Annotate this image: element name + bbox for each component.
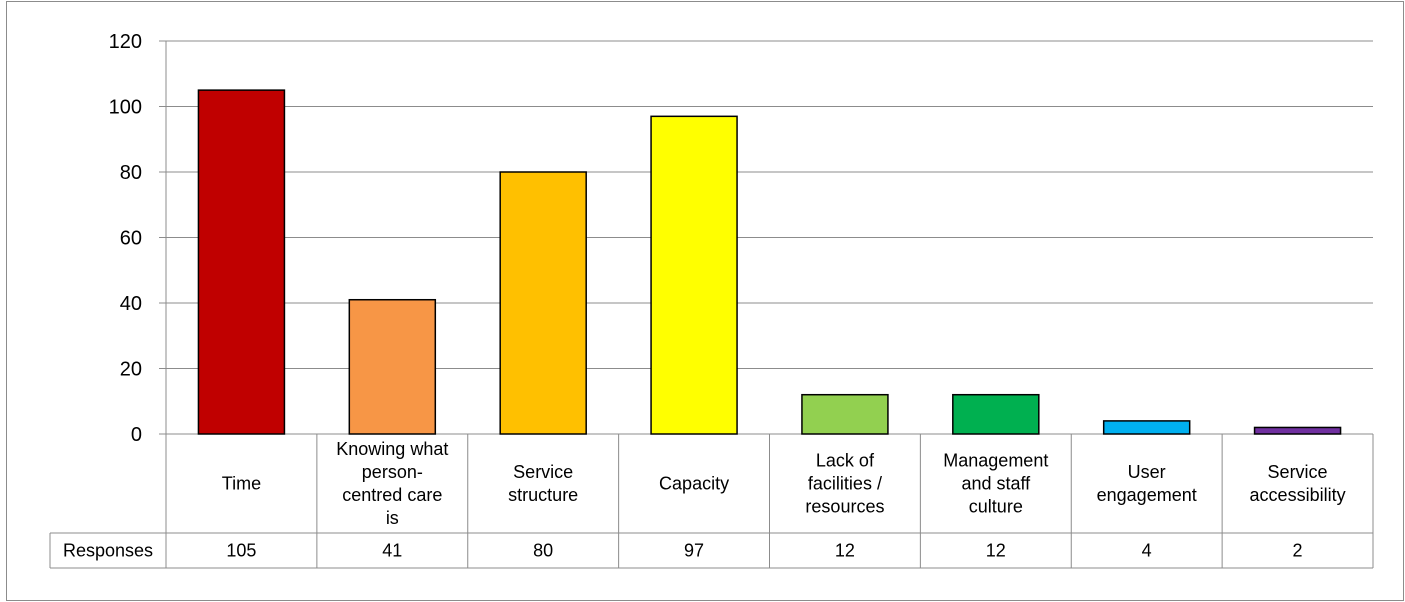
y-tick-label: 100: [109, 97, 142, 119]
x-tick-label: Management and staff culture: [943, 451, 1048, 517]
bar: [650, 115, 738, 435]
x-tick-label: Lack of facilities / resources: [805, 451, 884, 517]
x-tick-label: Time: [222, 474, 261, 494]
x-tick-label: Capacity: [659, 474, 729, 494]
table-value: 105: [226, 541, 256, 561]
bar: [952, 393, 1040, 435]
table-value: 97: [684, 541, 704, 561]
table-value: 2: [1293, 541, 1303, 561]
table-value: 41: [382, 541, 402, 561]
bar: [499, 171, 587, 435]
bar: [197, 89, 286, 435]
y-tick-label: 60: [120, 228, 142, 250]
table-value: 12: [835, 541, 855, 561]
bars: [197, 89, 1342, 435]
table-value: 80: [533, 541, 553, 561]
y-tick-label: 0: [131, 424, 142, 446]
x-tick-label: Service accessibility: [1250, 462, 1346, 505]
bar: [1102, 420, 1191, 435]
x-tick-label: User engagement: [1097, 462, 1197, 505]
y-tick-label: 80: [120, 162, 142, 184]
x-tick-label: Knowing what person-centred care is: [336, 439, 448, 528]
bar: [1253, 426, 1342, 435]
x-tick-label: Service structure: [508, 462, 578, 505]
data-table: Time Knowing what person-centred care is Ser…: [49, 434, 1374, 569]
y-tick-label: 40: [120, 293, 142, 315]
gridlines: [159, 40, 1373, 435]
bar: [801, 393, 889, 435]
table-value: 4: [1142, 541, 1152, 561]
y-tick-label: 120: [109, 31, 142, 53]
bar: [348, 298, 437, 435]
y-axis-ticks: 0 20 40 60 80 100 120: [109, 31, 142, 446]
table-row-label: Responses: [63, 541, 153, 561]
table-value: 12: [986, 541, 1006, 561]
y-tick-label: 20: [120, 359, 142, 381]
